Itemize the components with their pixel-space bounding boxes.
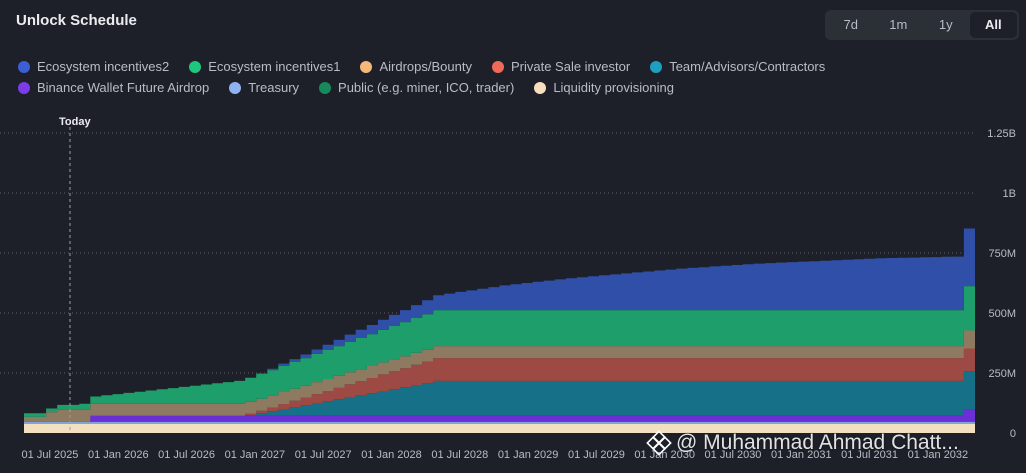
x-tick-label: 01 Jul 2025: [22, 449, 79, 461]
series-area: [24, 421, 975, 423]
legend-item[interactable]: Liquidity provisioning: [534, 80, 674, 95]
legend-item[interactable]: Ecosystem incentives1: [189, 59, 340, 74]
watermark-text: @ Muhammad Ahmad Chatt...: [676, 431, 959, 454]
legend-dot-icon: [229, 81, 242, 94]
x-tick-label: 01 Jan 2032: [908, 449, 969, 461]
time-range-selector: 7d 1m 1y All: [825, 10, 1019, 40]
legend-dot-icon: [18, 60, 30, 73]
legend-label: Ecosystem incentives1: [208, 59, 341, 74]
series-area: [24, 330, 975, 422]
x-tick-label: 01 Jul 2027: [295, 449, 352, 461]
x-tick-label: 01 Jan 2031: [771, 449, 832, 461]
legend-label: Team/Advisors/Contractors: [669, 59, 826, 74]
y-tick-label: 1.25B: [987, 128, 1016, 140]
range-all-button[interactable]: All: [969, 12, 1017, 38]
binance-logo-icon: [646, 430, 672, 456]
series-area: [24, 371, 975, 422]
legend-label: Private Sale investor: [510, 59, 631, 74]
legend-item[interactable]: Treasury: [229, 80, 299, 95]
watermark: @ Muhammad Ahmad Chatt...: [646, 430, 959, 456]
legend-item[interactable]: Airdrops/Bounty: [360, 59, 472, 74]
range-1y-button[interactable]: 1y: [938, 17, 953, 32]
x-tick-label: 01 Jan 2028: [361, 449, 422, 461]
legend-item[interactable]: Team/Advisors/Contractors: [650, 59, 825, 74]
range-7d-button[interactable]: 7d: [843, 17, 858, 32]
chart-title: Unlock Schedule: [16, 12, 137, 29]
legend-label: Binance Wallet Future Airdrop: [37, 80, 210, 95]
range-1m-button[interactable]: 1m: [889, 17, 908, 32]
legend-dot-icon: [18, 81, 30, 94]
legend-label: Treasury: [248, 80, 300, 95]
x-tick-label: 01 Jul 2030: [705, 449, 762, 461]
legend-dot-icon: [491, 60, 504, 73]
legend-item[interactable]: Ecosystem incentives2: [18, 59, 169, 74]
x-tick-label: 01 Jan 2026: [88, 449, 149, 461]
legend-item[interactable]: Private Sale investor: [491, 59, 631, 74]
x-tick-label: 01 Jul 2026: [158, 449, 215, 461]
legend-item[interactable]: Public (e.g. miner, ICO, trader): [319, 80, 514, 95]
x-tick-label: 01 Jan 2027: [225, 449, 286, 461]
x-tick-label: 01 Jan 2029: [498, 449, 559, 461]
legend-label: Liquidity provisioning: [553, 80, 674, 95]
x-tick-label: 01 Jul 2031: [841, 449, 898, 461]
legend-dot-icon: [360, 60, 373, 73]
legend-label: Public (e.g. miner, ICO, trader): [338, 80, 515, 95]
legend-label: Ecosystem incentives2: [37, 59, 170, 74]
y-tick-label: 500M: [988, 308, 1016, 320]
y-tick-label: 0: [1010, 428, 1016, 440]
legend-label: Airdrops/Bounty: [379, 59, 472, 74]
series-area: [24, 228, 975, 414]
legend-dot-icon: [319, 81, 332, 94]
y-tick-label: 1B: [1003, 188, 1016, 200]
legend-row: Binance Wallet Future Airdrop Treasury Pub…: [18, 77, 1008, 98]
legend-dot-icon: [534, 81, 547, 94]
legend-dot-icon: [189, 60, 202, 73]
series-area: [24, 348, 975, 422]
y-tick-label: 250M: [988, 368, 1016, 380]
x-tick-label: 01 Jul 2029: [568, 449, 625, 461]
legend: Ecosystem incentives2 Ecosystem incentive…: [18, 56, 1008, 98]
today-label: Today: [59, 116, 91, 128]
legend-dot-icon: [650, 60, 663, 73]
unlock-schedule-chart: 0 250M 500M 750M 1B 1.25B Today 01 Jul 2025 01 J…: [0, 116, 1016, 461]
legend-item[interactable]: Binance Wallet Future Airdrop: [18, 80, 209, 95]
series-area: [24, 286, 975, 417]
x-tick-label: 01 Jan 2030: [634, 449, 695, 461]
series-area: [24, 423, 975, 433]
x-tick-label: 01 Jul 2028: [431, 449, 488, 461]
series-area: [24, 422, 975, 424]
y-tick-label: 750M: [988, 248, 1016, 260]
legend-row: Ecosystem incentives2 Ecosystem incentive…: [18, 56, 1008, 77]
